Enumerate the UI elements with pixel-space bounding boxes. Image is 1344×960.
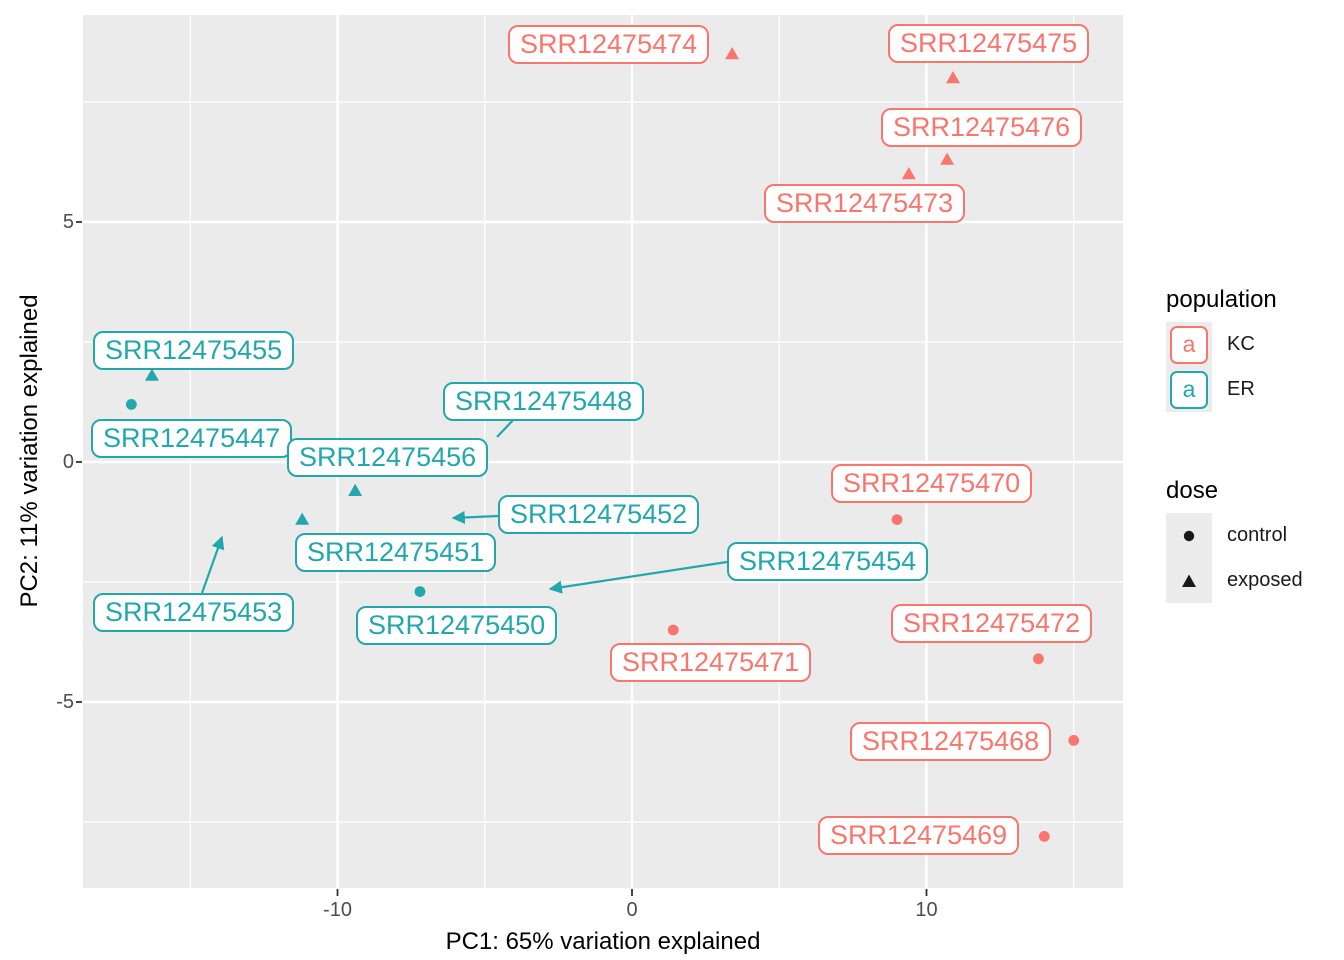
sample-label: SRR12475456 xyxy=(287,438,489,477)
legend-label-control: control xyxy=(1227,524,1288,546)
legend-dose-title: dose xyxy=(1166,477,1219,504)
sample-label: SRR12475447 xyxy=(91,419,293,458)
sample-label: SRR12475454 xyxy=(727,542,929,581)
sample-label: SRR12475474 xyxy=(508,25,710,64)
legend-item-kc: a KC xyxy=(1166,322,1344,367)
sample-label: SRR12475475 xyxy=(888,24,1090,63)
sample-label: SRR12475452 xyxy=(498,495,700,534)
y-axis-title: PC2: 11% variation explained xyxy=(16,294,43,608)
circle-marker-icon xyxy=(1183,530,1195,541)
legend-label-kc: KC xyxy=(1227,333,1255,355)
x-tick-label: 0 xyxy=(626,899,638,921)
sample-label: SRR12475476 xyxy=(881,108,1083,147)
sample-label: SRR12475455 xyxy=(93,331,295,370)
legend-label-er: ER xyxy=(1227,378,1255,400)
sample-label: SRR12475453 xyxy=(93,593,295,632)
sample-label: SRR12475468 xyxy=(850,722,1052,761)
y-tick-label: 0 xyxy=(62,451,74,473)
legend-item-er: a ER xyxy=(1166,367,1344,412)
legend-key-cell xyxy=(1166,513,1212,558)
sample-label: SRR12475473 xyxy=(764,184,966,223)
y-tick-label: -5 xyxy=(56,691,74,713)
er-key-icon: a xyxy=(1170,370,1208,409)
sample-label: SRR12475448 xyxy=(443,382,645,421)
kc-key-icon: a xyxy=(1170,325,1208,364)
legend: population a KC a ER dose control xyxy=(1166,286,1344,603)
x-tick-label: -10 xyxy=(323,899,352,921)
legend-item-exposed: exposed xyxy=(1166,558,1344,603)
legend-key-cell: a xyxy=(1166,322,1212,367)
legend-key-cell: a xyxy=(1166,367,1212,412)
legend-label-exposed: exposed xyxy=(1227,569,1303,591)
legend-spacer xyxy=(1166,412,1344,477)
legend-key-cell xyxy=(1166,558,1212,603)
sample-label: SRR12475469 xyxy=(818,816,1020,855)
legend-population-title: population xyxy=(1166,286,1277,313)
sample-label: SRR12475471 xyxy=(610,643,812,682)
legend-item-control: control xyxy=(1166,513,1344,558)
x-tick-label: 10 xyxy=(915,899,938,921)
sample-label: SRR12475472 xyxy=(891,604,1093,643)
x-axis-title: PC1: 65% variation explained xyxy=(445,928,761,955)
sample-label: SRR12475470 xyxy=(831,464,1033,503)
y-tick-label: 5 xyxy=(62,211,74,233)
sample-label: SRR12475451 xyxy=(295,533,497,572)
sample-label: SRR12475450 xyxy=(356,606,558,645)
triangle-marker-icon xyxy=(1182,574,1196,587)
